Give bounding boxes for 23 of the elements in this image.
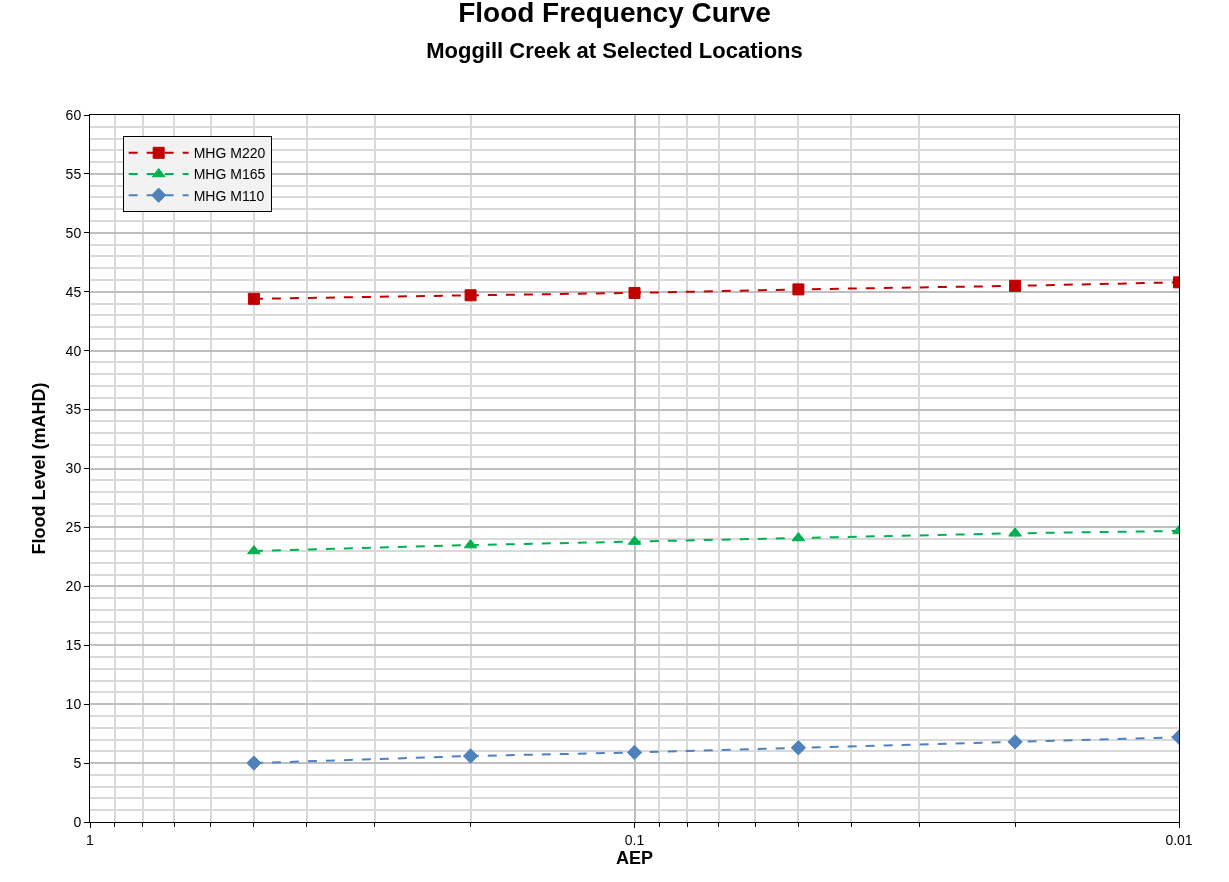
- x-tick-label: 1: [86, 831, 95, 848]
- y-tick-label: 15: [65, 637, 82, 654]
- y-tick-label: 45: [65, 283, 82, 300]
- x-tick-label: 0.1: [624, 831, 645, 848]
- y-tick-label: 25: [65, 519, 82, 536]
- y-tick-label: 0: [73, 813, 82, 830]
- legend-label: MHG M110: [193, 187, 265, 204]
- legend-label: MHG M165: [193, 166, 266, 183]
- legend-label: MHG M220: [193, 145, 266, 162]
- y-axis-title: Flood Level (mAHD): [28, 382, 49, 555]
- y-tick-label: 60: [65, 106, 82, 123]
- chart-title: Flood Frequency Curve: [458, 0, 771, 29]
- y-tick-label: 10: [65, 696, 82, 713]
- y-tick-label: 55: [65, 165, 82, 182]
- x-tick-label: 0.01: [1165, 831, 1193, 848]
- x-axis-title: AEP: [615, 847, 654, 868]
- y-tick-label: 50: [65, 224, 82, 241]
- y-tick-label: 30: [65, 460, 82, 477]
- y-tick-label: 5: [73, 754, 82, 771]
- chart-subtitle: Moggill Creek at Selected Locations: [426, 38, 803, 64]
- y-tick-label: 40: [65, 342, 82, 359]
- y-tick-label: 35: [65, 401, 82, 418]
- y-tick-label: 20: [65, 578, 82, 595]
